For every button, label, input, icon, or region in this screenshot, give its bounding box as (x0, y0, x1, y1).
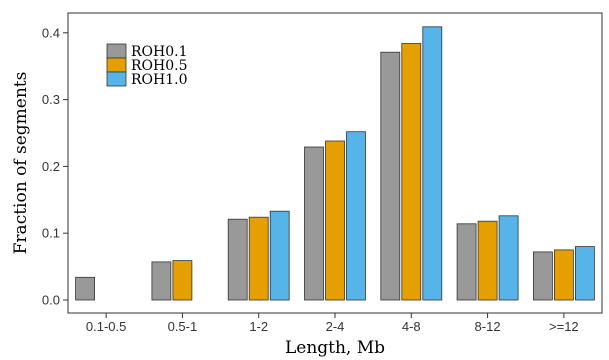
y-axis-title: Fraction of segments (11, 72, 31, 255)
bar-roh01-0 (75, 276, 95, 301)
bar-roh05-2 (248, 216, 269, 301)
x-axis-title: Length, Mb (285, 338, 385, 358)
legend-label: ROH1.0 (131, 72, 188, 88)
bar-roh10-4 (422, 26, 443, 301)
legend-swatch (106, 71, 127, 87)
bar-roh01-5 (456, 223, 477, 301)
legend-label: ROH0.1 (131, 44, 188, 60)
bar-roh10-2 (269, 210, 290, 301)
y-tick-label: 0.1 (42, 226, 60, 241)
bar-roh05-5 (477, 220, 498, 301)
x-tick-label: 0.1-0.5 (86, 319, 126, 334)
bar-roh05-4 (401, 43, 422, 301)
bar-roh10-6 (575, 246, 595, 301)
x-axis: 0.1-0.5 0.5-1 1-2 2-4 4-8 8-12 >=12 (86, 313, 579, 334)
y-tick-label: 0.0 (42, 293, 60, 308)
bar-roh05-1 (172, 260, 193, 301)
x-tick-label: 8-12 (475, 319, 501, 334)
x-tick-label: >=12 (549, 319, 579, 334)
legend-swatch (106, 43, 127, 59)
bar-roh01-1 (151, 261, 172, 301)
y-tick-label: 0.4 (42, 25, 60, 40)
bar-roh01-6 (533, 251, 553, 301)
legend-label: ROH0.5 (131, 58, 188, 74)
x-tick-label: 4-8 (402, 319, 421, 334)
bar-roh10-5 (498, 215, 519, 301)
bar-roh10-3 (346, 131, 366, 301)
bar-roh01-3 (304, 146, 324, 301)
bar-roh01-4 (380, 51, 401, 301)
bars-group (75, 26, 595, 301)
y-tick-label: 0.2 (42, 159, 60, 174)
x-tick-label: 1-2 (249, 319, 268, 334)
x-tick-label: 0.5-1 (168, 319, 198, 334)
bar-roh05-3 (325, 140, 345, 301)
y-tick-label: 0.3 (42, 92, 60, 107)
x-tick-label: 2-4 (326, 319, 345, 334)
y-axis: 0.0 0.1 0.2 0.3 0.4 (42, 25, 68, 308)
bar-roh05-6 (554, 249, 574, 301)
legend-swatch (106, 57, 127, 73)
bar-roh01-2 (227, 218, 248, 301)
